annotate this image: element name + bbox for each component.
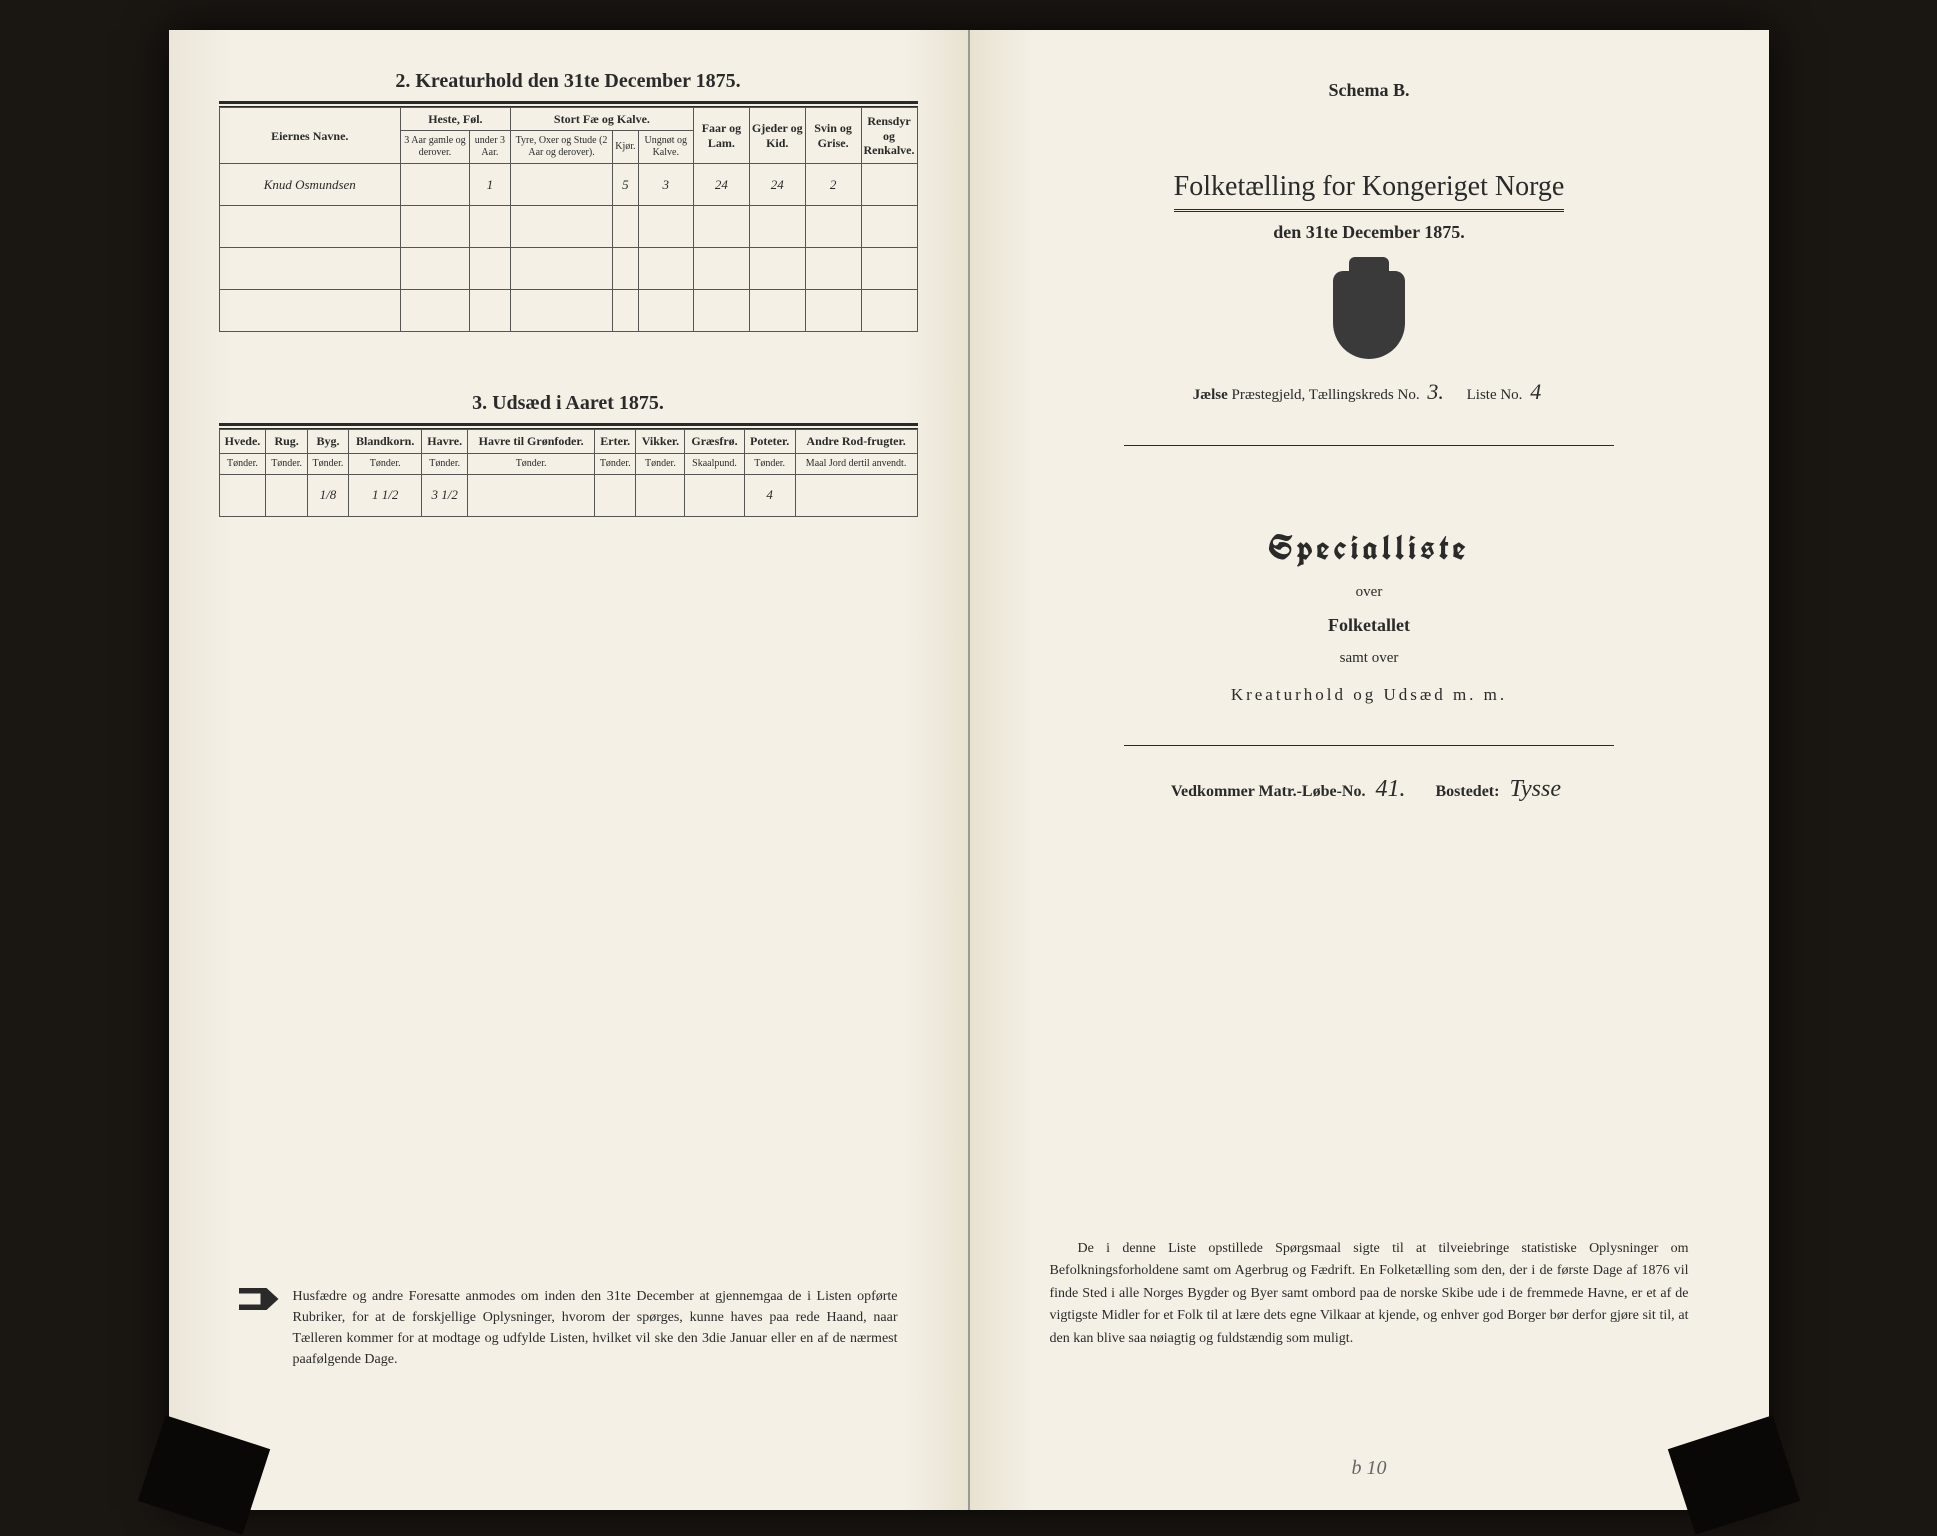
cell: 1 1/2 (349, 474, 422, 516)
unit: Skaalpund. (685, 453, 744, 474)
unit: Tønder. (266, 453, 307, 474)
cell: 3 1/2 (422, 474, 468, 516)
cell (861, 164, 917, 206)
label-samt: samt over (1020, 650, 1719, 667)
table-row (219, 290, 917, 332)
col-oats: Havre. (422, 430, 468, 453)
footnote-text: Husfædre og andre Foresatte anmodes om i… (293, 1286, 898, 1370)
unit: Tønder. (349, 453, 422, 474)
page-clip (137, 1415, 269, 1535)
cell (400, 164, 469, 206)
right-page: Schema B. Folketælling for Kongeriget No… (970, 30, 1769, 1510)
sub-h2: under 3 Aar. (470, 131, 511, 164)
unit: Tønder. (307, 453, 348, 474)
table-udsaed: Hvede. Rug. Byg. Blandkorn. Havre. Havre… (219, 429, 918, 516)
col-goats: Gjeder og Kid. (749, 108, 805, 164)
cell (266, 474, 307, 516)
unit: Tønder. (595, 453, 636, 474)
cell (685, 474, 744, 516)
footnote: Husfædre og andre Foresatte anmodes om i… (239, 1286, 898, 1370)
table-row: Knud Osmundsen 1 5 3 24 24 2 (219, 164, 917, 206)
unit: Tønder. (219, 453, 266, 474)
pointing-hand-icon (239, 1288, 279, 1310)
col-vetch: Vikker. (636, 430, 685, 453)
sub-c3: Ungnøt og Kalve. (638, 131, 693, 164)
table-row (219, 248, 917, 290)
col-peas: Erter. (595, 430, 636, 453)
cell (510, 164, 612, 206)
instruction-text: De i denne Liste opstillede Spørgsmaal s… (1050, 1238, 1689, 1350)
cell: 2 (805, 164, 861, 206)
col-wheat: Hvede. (219, 430, 266, 453)
cell: 4 (744, 474, 795, 516)
left-page: 2. Kreaturhold den 31te December 1875. E… (169, 30, 970, 1510)
table-kreaturhold: Eiernes Navne. Heste, Føl. Stort Fæ og K… (219, 107, 918, 332)
folio-number: b 10 (1352, 1457, 1387, 1480)
owner-name: Knud Osmundsen (219, 164, 400, 206)
sub-c2: Kjør. (613, 131, 638, 164)
sub-c1: Tyre, Oxer og Stude (2 Aar og derover). (510, 131, 612, 164)
col-horses: Heste, Føl. (400, 108, 510, 131)
cell (595, 474, 636, 516)
page-clip (1667, 1415, 1799, 1535)
unit: Tønder. (636, 453, 685, 474)
col-root: Andre Rod-frugter. (795, 430, 917, 453)
specialliste-title: Specialliste (1020, 526, 1719, 570)
cell: 1 (470, 164, 511, 206)
census-date: den 31te December 1875. (1020, 222, 1719, 243)
book-spread: 2. Kreaturhold den 31te December 1875. E… (169, 30, 1769, 1510)
col-rye: Rug. (266, 430, 307, 453)
cell: 3 (638, 164, 693, 206)
cell (468, 474, 595, 516)
unit: Maal Jord dertil anvendt. (795, 453, 917, 474)
coat-of-arms-icon (1333, 271, 1405, 359)
cell: 24 (749, 164, 805, 206)
col-mix: Blandkorn. (349, 430, 422, 453)
section3-title: 3. Udsæd i Aaret 1875. (219, 392, 918, 415)
cell (219, 474, 266, 516)
col-barley: Byg. (307, 430, 348, 453)
unit: Tønder. (422, 453, 468, 474)
unit: Tønder. (744, 453, 795, 474)
sub-h1: 3 Aar gamle og derover. (400, 131, 469, 164)
cell (636, 474, 685, 516)
label-folketallet: Folketallet (1020, 615, 1719, 636)
col-owner: Eiernes Navne. (219, 108, 400, 164)
matr-line: Vedkommer Matr.-Løbe-No. 41. Bostedet: T… (1020, 776, 1719, 803)
main-title: Folketælling for Kongeriget Norge (1020, 171, 1719, 212)
col-oatsfod: Havre til Grønfoder. (468, 430, 595, 453)
unit: Tønder. (468, 453, 595, 474)
col-grass: Græsfrø. (685, 430, 744, 453)
parish-line: Jælse Præstegjeld, Tællingskreds No. 3. … (1020, 379, 1719, 405)
col-sheep: Faar og Lam. (694, 108, 750, 164)
rule (1124, 445, 1613, 446)
table-row: 1/8 1 1/2 3 1/2 4 (219, 474, 917, 516)
cell: 1/8 (307, 474, 348, 516)
col-reindeer: Rensdyr og Renkalve. (861, 108, 917, 164)
section2-title: 2. Kreaturhold den 31te December 1875. (219, 70, 918, 93)
cell: 24 (694, 164, 750, 206)
table-row (219, 206, 917, 248)
schema-label: Schema B. (1020, 80, 1719, 101)
col-cattle: Stort Fæ og Kalve. (510, 108, 693, 131)
cell (795, 474, 917, 516)
col-potato: Poteter. (744, 430, 795, 453)
label-over: over (1020, 584, 1719, 601)
col-pigs: Svin og Grise. (805, 108, 861, 164)
cell: 5 (613, 164, 638, 206)
label-kreatur: Kreaturhold og Udsæd m. m. (1020, 685, 1719, 705)
rule (1124, 745, 1613, 746)
